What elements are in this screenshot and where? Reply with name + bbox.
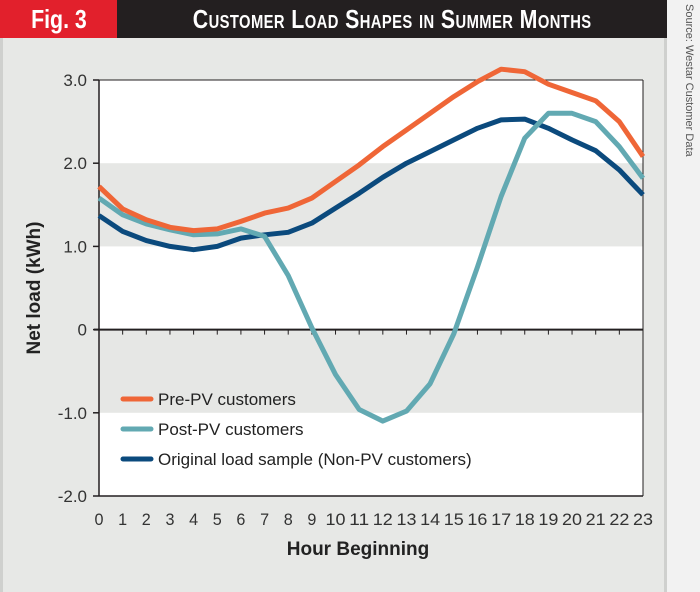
x-tick-label: 20	[562, 510, 582, 529]
x-tick-label: 11	[349, 510, 369, 529]
x-tick-label: 23	[633, 510, 653, 529]
x-tick-label: 22	[609, 510, 629, 529]
y-tick-label: 0	[78, 321, 87, 340]
y-tick-label: 3.0	[63, 71, 87, 90]
x-tick-label: 0	[95, 510, 104, 529]
source-strip	[667, 0, 700, 592]
x-tick-label: 10	[326, 510, 346, 529]
x-tick-label: 19	[538, 510, 558, 529]
chart-title: Customer Load Shapes in Summer Months	[117, 0, 667, 38]
x-tick-label: 15	[444, 510, 464, 529]
x-axis-ticks: 0 1 2 3 4 5 6 7 8 9 10 11 12 13 14 15 16 17 18 19 20 21 22 23	[95, 510, 654, 529]
x-tick-label: 2	[142, 510, 151, 529]
x-tick-label: 18	[515, 510, 535, 529]
x-tick-label: 4	[189, 510, 198, 529]
x-axis-title: Hour Beginning	[287, 539, 429, 560]
x-tick-label: 21	[586, 510, 606, 529]
series-line-post-pv	[97, 110, 645, 424]
x-tick-label: 3	[165, 510, 174, 529]
legend-label: Post-PV customers	[158, 420, 304, 439]
y-tick-label: -1.0	[58, 404, 87, 423]
x-tick-label: 1	[118, 510, 127, 529]
x-tick-label: 6	[236, 510, 245, 529]
x-tick-label: 7	[260, 510, 269, 529]
chart-title-text: Customer Load Shapes in Summer Months	[192, 4, 592, 34]
plot-area	[99, 80, 643, 496]
x-tick-label: 14	[420, 510, 440, 529]
x-tick-label: 17	[491, 510, 511, 529]
figure-number-text: Fig. 3	[30, 4, 87, 34]
y-tick-label: -2.0	[58, 487, 87, 506]
y-axis-ticks: -2.0 -1.0 0 1.0 2.0 3.0	[58, 71, 99, 506]
x-tick-label: 8	[284, 510, 293, 529]
frame-border-left	[0, 38, 3, 592]
series-line-original-load	[97, 116, 645, 253]
x-tick-label: 5	[213, 510, 222, 529]
legend-label: Pre-PV customers	[158, 390, 296, 409]
x-tick-label: 9	[307, 510, 316, 529]
legend-label: Original load sample (Non-PV customers)	[158, 450, 472, 469]
y-axis-title: Net load (kWh)	[24, 222, 45, 355]
series-line-pre-pv	[97, 66, 646, 234]
frame-border-right	[664, 38, 667, 592]
axes	[94, 79, 644, 497]
plot-background	[99, 80, 643, 496]
x-tick-label: 12	[373, 510, 393, 529]
series-lines	[97, 66, 646, 424]
y-tick-label: 1.0	[63, 237, 87, 256]
y-tick-label: 2.0	[63, 154, 87, 173]
figure-number-label: Fig. 3	[0, 0, 117, 38]
source-credit: Source: Westar Customer Data	[683, 4, 695, 157]
shaded-band	[99, 329, 643, 413]
x-tick-label: 13	[396, 510, 416, 529]
legend: Pre-PV customers Post-PV customers Origina…	[120, 390, 472, 469]
x-tick-label: 16	[467, 510, 487, 529]
